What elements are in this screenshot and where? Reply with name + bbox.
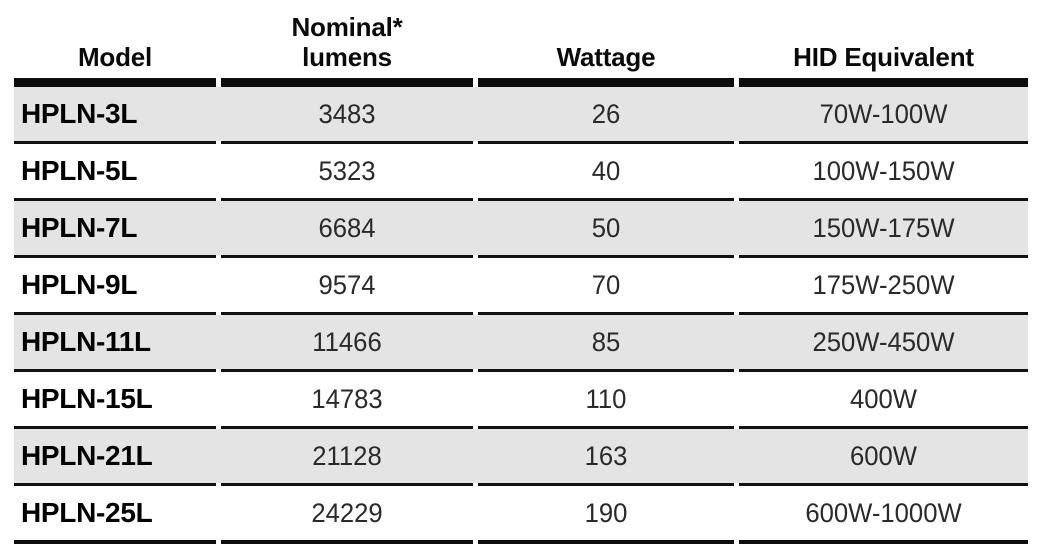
model-cell: HPLN-25L [21, 497, 153, 528]
row-divider-segment [14, 141, 216, 144]
column-header-model-label: Model [77, 42, 153, 73]
model-cell: HPLN-5L [21, 155, 138, 186]
wattage-cell: 85 [591, 326, 621, 357]
model-cell: HPLN-15L [21, 383, 153, 414]
row-divider-segment [478, 198, 734, 201]
row-divider-segment [478, 426, 734, 429]
model-cell: HPLN-9L [21, 269, 138, 300]
row-divider-segment [478, 483, 734, 486]
lumens-cell: 3483 [318, 98, 376, 129]
row-divider-segment [14, 312, 216, 315]
row-divider-segment [14, 426, 216, 429]
bottom-bar-segment [14, 540, 216, 544]
table-row: HPLN-15L 14783 110 400W [14, 372, 1028, 426]
header-divider-segment [14, 78, 216, 87]
table-row: HPLN-9L 9574 70 175W-250W [14, 258, 1028, 312]
wattage-cell: 26 [591, 98, 621, 129]
wattage-cell: 110 [585, 383, 627, 414]
row-divider-segment [739, 483, 1028, 486]
row-divider-segment [14, 198, 216, 201]
row-divider-rule [14, 369, 1028, 372]
hid-cell: 250W-450W [812, 326, 955, 357]
spec-table: Model Nominal* lumens Wattage HID Equiva… [14, 6, 1028, 544]
column-header-wattage: Wattage [478, 42, 734, 73]
model-cell: HPLN-21L [21, 440, 153, 471]
hid-cell: 400W [849, 383, 918, 414]
table-row: HPLN-5L 5323 40 100W-150W [14, 144, 1028, 198]
hid-cell: 100W-150W [812, 155, 955, 186]
table-bottom-bar [14, 540, 1028, 544]
lumens-cell: 14783 [311, 383, 383, 414]
table-row: HPLN-11L 11466 85 250W-450W [14, 315, 1028, 369]
row-divider-segment [739, 255, 1028, 258]
wattage-cell: 50 [591, 212, 621, 243]
column-header-lumens: Nominal* lumens [221, 12, 473, 73]
header-divider-segment [739, 78, 1028, 87]
column-header-model: Model [14, 42, 216, 73]
row-divider-segment [221, 141, 473, 144]
table-header-row: Model Nominal* lumens Wattage HID Equiva… [14, 6, 1028, 78]
header-divider-segment [478, 78, 734, 87]
row-divider-segment [221, 255, 473, 258]
hid-cell: 150W-175W [812, 212, 955, 243]
column-header-hid-label: HID Equivalent [793, 42, 974, 73]
lumens-cell: 11466 [312, 326, 382, 357]
row-divider-segment [221, 426, 473, 429]
row-divider-rule [14, 426, 1028, 429]
row-divider-segment [739, 141, 1028, 144]
model-cell: HPLN-11L [21, 326, 151, 357]
bottom-bar-segment [478, 540, 734, 544]
row-divider-segment [478, 255, 734, 258]
bottom-bar-segment [739, 540, 1028, 544]
table-row: HPLN-25L 24229 190 600W-1000W [14, 486, 1028, 540]
row-divider-segment [14, 369, 216, 372]
row-divider-segment [478, 141, 734, 144]
row-divider-segment [221, 483, 473, 486]
table-row: HPLN-3L 3483 26 70W-100W [14, 87, 1028, 141]
row-divider-rule [14, 312, 1028, 315]
table-row: HPLN-21L 21128 163 600W [14, 429, 1028, 483]
wattage-cell: 40 [591, 155, 621, 186]
header-divider-bar [14, 78, 1028, 87]
hid-cell: 70W-100W [819, 98, 948, 129]
column-header-lumens-line2: lumens [302, 42, 392, 73]
hid-cell: 600W [849, 440, 918, 471]
lumens-cell: 24229 [311, 497, 383, 528]
model-cell: HPLN-3L [21, 98, 138, 129]
row-divider-rule [14, 255, 1028, 258]
lumens-cell: 6684 [318, 212, 376, 243]
lumens-cell: 9574 [318, 269, 376, 300]
row-divider-segment [14, 483, 216, 486]
row-divider-rule [14, 198, 1028, 201]
header-divider-segment [221, 78, 473, 87]
column-header-hid: HID Equivalent [739, 42, 1028, 73]
row-divider-segment [478, 312, 734, 315]
row-divider-rule [14, 141, 1028, 144]
row-divider-segment [739, 426, 1028, 429]
wattage-cell: 70 [591, 269, 621, 300]
row-divider-segment [221, 198, 473, 201]
column-header-wattage-label: Wattage [556, 42, 656, 73]
row-divider-segment [739, 312, 1028, 315]
hid-cell: 175W-250W [812, 269, 955, 300]
row-divider-segment [221, 369, 473, 372]
wattage-cell: 163 [584, 440, 628, 471]
table-body: HPLN-3L 3483 26 70W-100W HPLN-5L 5323 40 100W-1… [14, 87, 1028, 540]
row-divider-rule [14, 483, 1028, 486]
row-divider-segment [14, 255, 216, 258]
row-divider-segment [739, 198, 1028, 201]
wattage-cell: 190 [584, 497, 628, 528]
lumens-cell: 5323 [318, 155, 376, 186]
row-divider-segment [478, 369, 734, 372]
row-divider-segment [221, 312, 473, 315]
column-header-lumens-line1: Nominal* [291, 12, 403, 43]
row-divider-segment [739, 369, 1028, 372]
model-cell: HPLN-7L [21, 212, 138, 243]
table-row: HPLN-7L 6684 50 150W-175W [14, 201, 1028, 255]
hid-cell: 600W-1000W [805, 497, 962, 528]
lumens-cell: 21128 [312, 440, 382, 471]
bottom-bar-segment [221, 540, 473, 544]
